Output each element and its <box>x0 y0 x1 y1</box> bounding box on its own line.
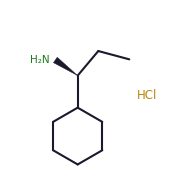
Polygon shape <box>53 57 78 76</box>
Text: H₂N: H₂N <box>30 55 50 65</box>
Text: HCl: HCl <box>137 89 157 102</box>
